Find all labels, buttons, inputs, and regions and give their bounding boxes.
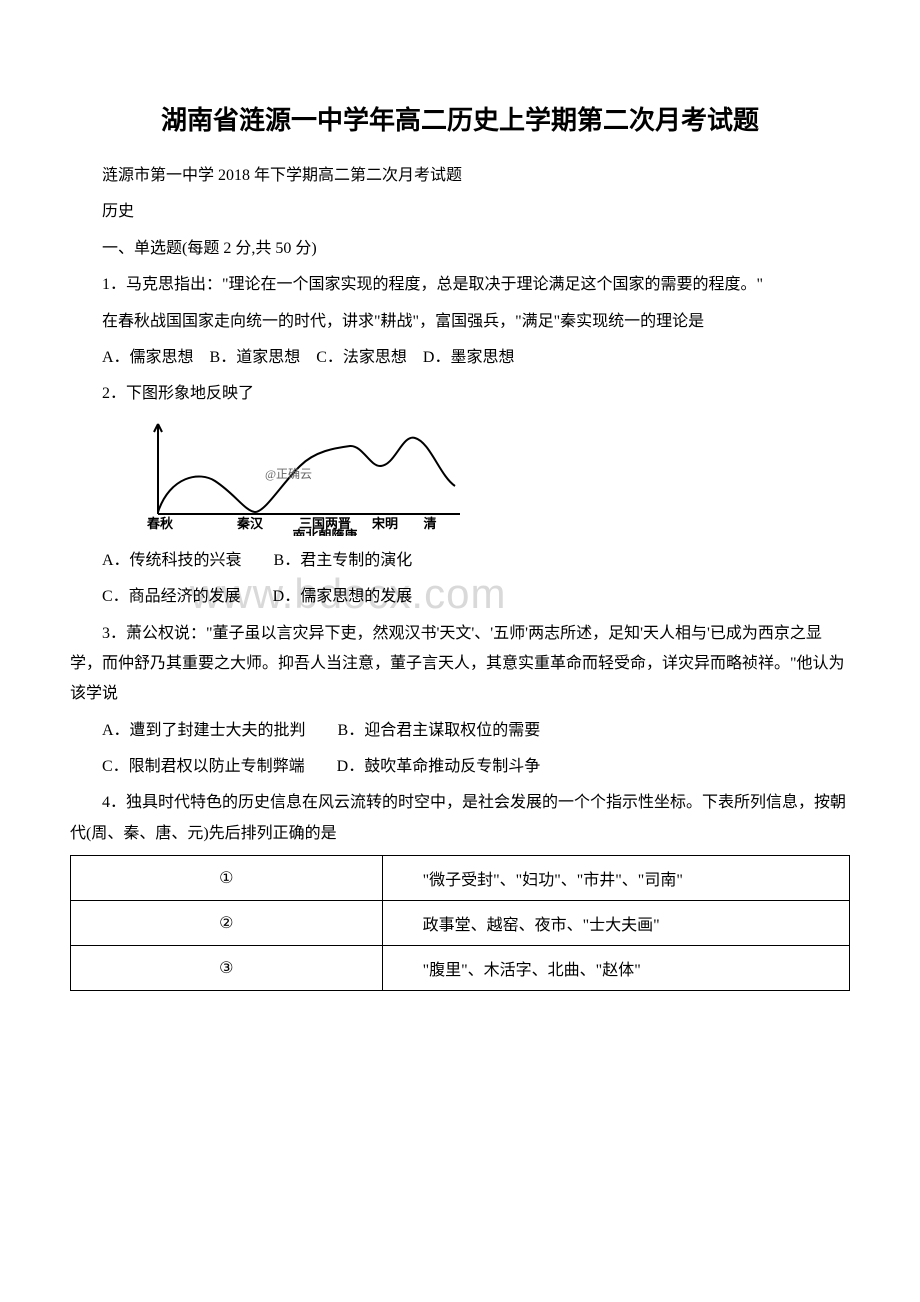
q3-options-row2: C．限制君权以防止专制弊端 D．鼓吹革命推动反专制斗争	[70, 752, 850, 782]
subject-label: 历史	[70, 197, 850, 227]
svg-text:秦汉: 秦汉	[236, 516, 264, 531]
subtitle: 涟源市第一中学 2018 年下学期高二第二次月考试题	[70, 161, 850, 191]
q2-options-row1: A．传统科技的兴衰 B．君主专制的演化	[70, 546, 850, 576]
row-value: 政事堂、越窑、夜市、"士大夫画"	[382, 901, 849, 946]
section-heading: 一、单选题(每题 2 分,共 50 分)	[70, 234, 850, 264]
row-number: ①	[219, 870, 233, 887]
q1-stem-1: 1．马克思指出："理论在一个国家实现的程度，总是取决于理论满足这个国家的需要的程…	[70, 270, 850, 300]
q2-options-row2: C．商品经济的发展 D．儒家思想的发展	[70, 582, 850, 612]
row-number: ②	[219, 915, 233, 932]
svg-text:宋明: 宋明	[371, 516, 398, 531]
q4-table: ① "微子受封"、"妇功"、"市井"、"司南" ② 政事堂、越窑、夜市、"士大夫…	[70, 855, 850, 991]
table-row: ② 政事堂、越窑、夜市、"士大夫画"	[71, 901, 850, 946]
row-number: ③	[219, 960, 233, 977]
row-value: "微子受封"、"妇功"、"市井"、"司南"	[382, 856, 849, 901]
svg-text:@正确云: @正确云	[265, 467, 312, 481]
svg-text:南北朝隋唐: 南北朝隋唐	[292, 528, 357, 536]
line-chart-svg: @正确云春秋秦汉三国两晋南北朝隋唐宋明清	[140, 416, 470, 536]
table-row: ③ "腹里"、木活字、北曲、"赵体"	[71, 946, 850, 991]
q3-stem: 3．萧公权说："董子虽以言灾异下吏，然观汉书'天文'、'五师'两志所述，足知'天…	[70, 619, 850, 710]
q4-stem: 4．独具时代特色的历史信息在风云流转的时空中，是社会发展的一个个指示性坐标。下表…	[70, 788, 850, 849]
table-row: ① "微子受封"、"妇功"、"市井"、"司南"	[71, 856, 850, 901]
q3-options-row1: A．遭到了封建士大夫的批判 B．迎合君主谋取权位的需要	[70, 716, 850, 746]
page-title: 湖南省涟源一中学年高二历史上学期第二次月考试题	[70, 100, 850, 137]
document-content: 湖南省涟源一中学年高二历史上学期第二次月考试题 涟源市第一中学 2018 年下学…	[70, 100, 850, 991]
q2-chart: @正确云春秋秦汉三国两晋南北朝隋唐宋明清	[140, 416, 470, 536]
svg-text:春秋: 春秋	[146, 516, 174, 531]
q1-options: A．儒家思想 B．道家思想 C．法家思想 D．墨家思想	[70, 343, 850, 373]
row-value: "腹里"、木活字、北曲、"赵体"	[382, 946, 849, 991]
svg-text:清: 清	[423, 516, 436, 531]
q2-stem: 2．下图形象地反映了	[70, 379, 850, 409]
q1-stem-2: 在春秋战国国家走向统一的时代，讲求"耕战"，富国强兵，"满足"秦实现统一的理论是	[70, 307, 850, 337]
